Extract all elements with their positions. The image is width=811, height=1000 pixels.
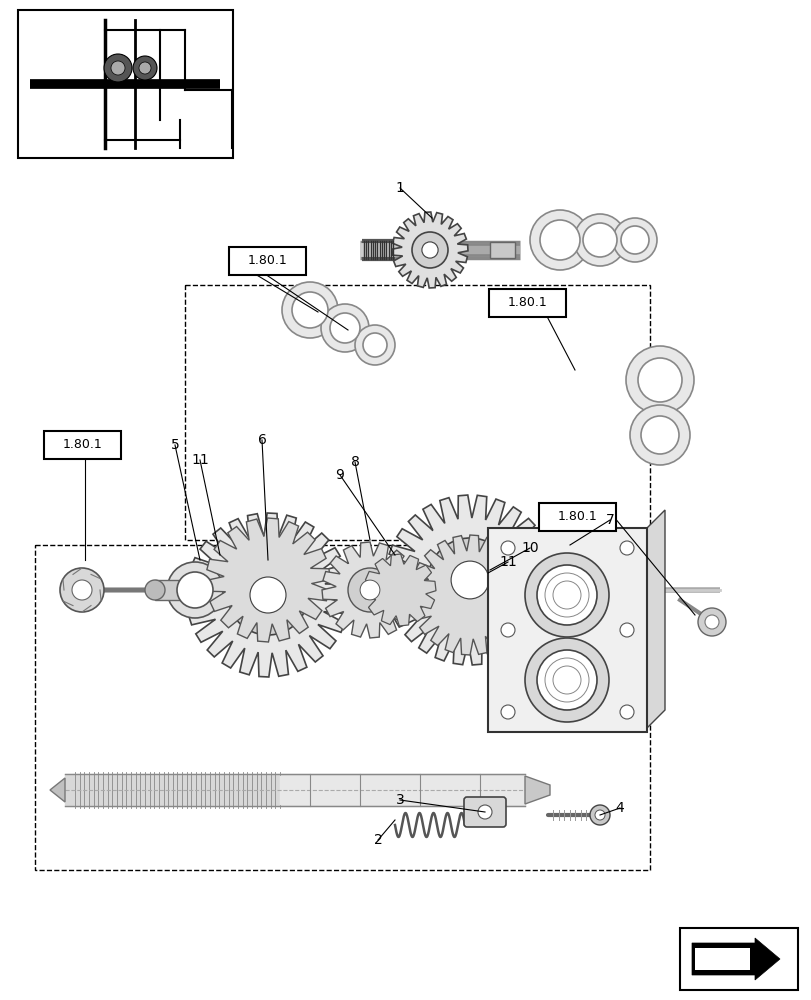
Circle shape [411, 232, 448, 268]
Polygon shape [50, 778, 65, 802]
Circle shape [620, 705, 633, 719]
Circle shape [500, 541, 514, 555]
Circle shape [521, 572, 557, 608]
Circle shape [620, 541, 633, 555]
Circle shape [500, 705, 514, 719]
Circle shape [281, 282, 337, 338]
Text: 7: 7 [605, 513, 614, 527]
Circle shape [427, 538, 512, 622]
Circle shape [525, 553, 608, 637]
Circle shape [478, 805, 491, 819]
Text: 1.80.1: 1.80.1 [62, 438, 102, 452]
Text: 1.80.1: 1.80.1 [507, 296, 547, 310]
Text: 1.80.1: 1.80.1 [247, 254, 287, 267]
Text: 3: 3 [395, 793, 404, 807]
Circle shape [111, 61, 125, 75]
FancyBboxPatch shape [487, 528, 646, 732]
Polygon shape [694, 948, 749, 970]
Text: 5: 5 [170, 438, 179, 452]
Circle shape [612, 218, 656, 262]
Circle shape [60, 568, 104, 612]
Text: 9: 9 [335, 468, 344, 482]
Circle shape [536, 650, 596, 710]
Polygon shape [322, 542, 418, 638]
Polygon shape [384, 495, 554, 665]
Circle shape [139, 62, 151, 74]
Text: 6: 6 [257, 433, 266, 447]
Circle shape [422, 242, 438, 258]
Polygon shape [392, 212, 467, 288]
Polygon shape [410, 535, 530, 655]
Circle shape [640, 416, 678, 454]
Circle shape [530, 210, 590, 270]
Circle shape [500, 623, 514, 637]
Polygon shape [644, 510, 664, 730]
Text: 11: 11 [191, 453, 208, 467]
Circle shape [697, 608, 725, 636]
Circle shape [348, 568, 392, 612]
Text: 1: 1 [395, 181, 404, 195]
Circle shape [292, 292, 328, 328]
Circle shape [629, 405, 689, 465]
Polygon shape [206, 518, 329, 642]
Text: 1.80.1: 1.80.1 [557, 510, 597, 524]
Circle shape [525, 638, 608, 722]
Circle shape [354, 325, 394, 365]
Bar [679, 928, 797, 990]
Polygon shape [691, 938, 779, 980]
Circle shape [177, 572, 212, 608]
Circle shape [133, 56, 157, 80]
Polygon shape [186, 513, 350, 677]
Bar [18, 10, 233, 158]
Text: 10: 10 [521, 541, 539, 555]
FancyBboxPatch shape [463, 797, 505, 827]
Circle shape [620, 623, 633, 637]
Circle shape [620, 226, 648, 254]
Circle shape [704, 615, 718, 629]
Text: 11: 11 [499, 555, 517, 569]
Circle shape [582, 223, 616, 257]
Text: 4: 4 [615, 801, 624, 815]
Circle shape [145, 580, 165, 600]
Circle shape [625, 346, 693, 414]
FancyBboxPatch shape [488, 289, 565, 317]
Polygon shape [525, 776, 549, 804]
FancyBboxPatch shape [44, 431, 121, 459]
Circle shape [536, 565, 596, 625]
Circle shape [637, 358, 681, 402]
Circle shape [594, 810, 604, 820]
Circle shape [228, 555, 307, 635]
Text: 2: 2 [373, 833, 382, 847]
Bar [155, 580, 190, 600]
Polygon shape [363, 554, 436, 626]
Circle shape [167, 562, 223, 618]
Circle shape [72, 580, 92, 600]
Circle shape [590, 805, 609, 825]
FancyBboxPatch shape [539, 503, 616, 531]
Circle shape [250, 577, 285, 613]
Text: 8: 8 [350, 455, 359, 469]
Circle shape [320, 304, 368, 352]
Circle shape [573, 214, 625, 266]
FancyBboxPatch shape [229, 247, 306, 275]
Circle shape [104, 54, 132, 82]
Circle shape [530, 580, 549, 600]
Bar [489, 242, 514, 258]
Circle shape [451, 561, 488, 599]
Circle shape [329, 313, 359, 343]
Circle shape [539, 220, 579, 260]
Circle shape [363, 333, 387, 357]
Circle shape [359, 580, 380, 600]
